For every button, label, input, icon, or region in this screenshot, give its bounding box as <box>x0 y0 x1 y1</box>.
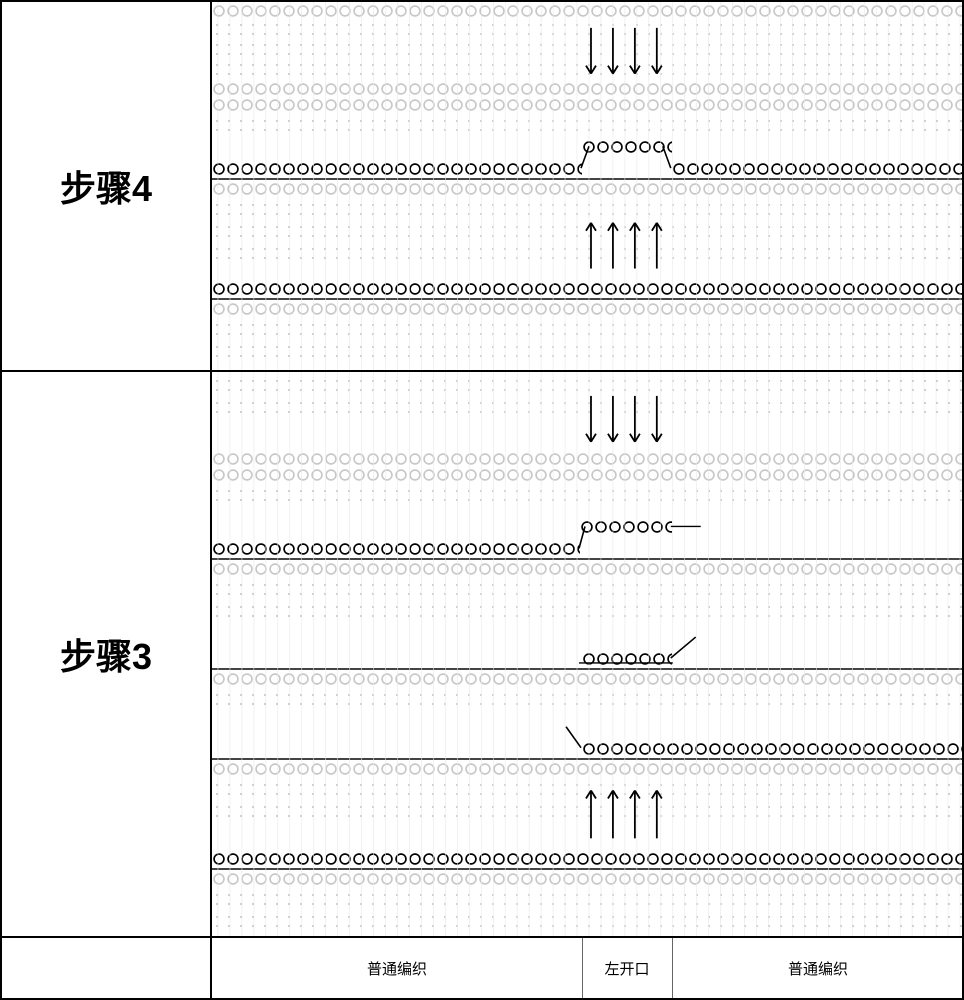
knit-row-loops-light <box>212 182 962 196</box>
knit-row-dots <box>212 340 962 362</box>
knit-solid-line <box>212 758 962 760</box>
knit-row-dots <box>212 38 962 60</box>
knit-row-loops-light <box>212 562 962 576</box>
knit-row-dots <box>212 114 962 136</box>
knit-row-dots <box>212 888 962 910</box>
knit-row-dots <box>212 318 962 340</box>
knit-row-dots <box>212 688 962 710</box>
main-row: 步骤4 步骤3 普通编织 左开口 普通编织 <box>2 2 962 998</box>
knit-row-loops-light <box>212 762 962 776</box>
step4-label-cell: 步骤4 <box>2 2 210 372</box>
knit-solid-line <box>212 868 962 870</box>
loops-dark-mid-segment <box>582 652 672 666</box>
loops-dark-step-up <box>580 520 672 534</box>
step4-label: 步骤4 <box>60 160 152 212</box>
knit-solid-line <box>212 668 962 670</box>
section-label-2: 左开口 <box>582 958 672 979</box>
knit-solid-line <box>212 298 962 300</box>
section-label-3: 普通编织 <box>672 958 964 979</box>
knit-row-dots <box>212 578 962 600</box>
loops-dark-partial-right <box>582 742 962 756</box>
knit-row-dots <box>212 910 962 932</box>
knit-row-loops-light <box>212 672 962 686</box>
knit-row-loops-light <box>212 98 962 112</box>
loops-dark-left <box>212 162 582 176</box>
knit-row-dots <box>212 484 962 506</box>
knit-row-dots <box>212 778 962 800</box>
loops-dark-raised <box>582 140 672 154</box>
loops-dark-full <box>212 282 962 296</box>
loops-dark-full <box>212 852 962 866</box>
step3-label: 步骤3 <box>60 628 152 680</box>
diagram-column: 普通编织 左开口 普通编织 <box>212 2 962 998</box>
knit-row-loops-light <box>212 4 962 18</box>
knit-solid-line <box>212 178 962 180</box>
label-column: 步骤4 步骤3 <box>2 2 212 998</box>
blank-label-cell <box>2 938 210 998</box>
section-labels-row: 普通编织 左开口 普通编织 <box>212 938 962 998</box>
knit-row-dots <box>212 396 962 418</box>
knit-row-dots <box>212 58 962 80</box>
knit-row-loops-light <box>212 302 962 316</box>
knit-row-loops-light <box>212 82 962 96</box>
knit-row-dots <box>212 220 962 242</box>
knitting-diagram-page: 步骤4 步骤3 普通编织 左开口 普通编织 <box>0 0 964 1000</box>
knit-solid-line <box>212 558 962 560</box>
step3-label-cell: 步骤3 <box>2 372 210 938</box>
knit-row-loops-light <box>212 452 962 466</box>
step4-diagram <box>212 2 962 372</box>
knit-row-loops-light <box>212 468 962 482</box>
knit-row-dots <box>212 600 962 622</box>
loops-dark-partial-left <box>212 542 580 556</box>
knit-row-dots <box>212 18 962 40</box>
knit-row-loops-light <box>212 872 962 886</box>
section-label-1: 普通编织 <box>212 958 582 979</box>
knit-row-dots <box>212 800 962 822</box>
step3-diagram <box>212 372 962 938</box>
knit-row-dots <box>212 242 962 264</box>
loops-dark-right <box>672 162 962 176</box>
knit-row-dots <box>212 198 962 220</box>
knit-row-dots <box>212 374 962 396</box>
